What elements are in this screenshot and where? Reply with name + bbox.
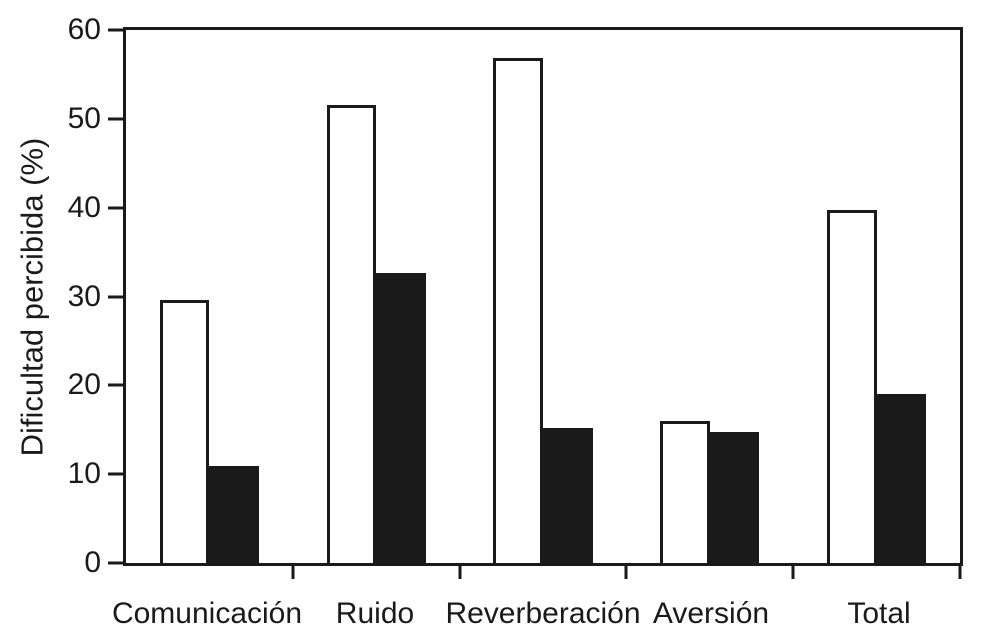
x-tick-mark <box>458 566 462 579</box>
bar-serie-negra <box>376 273 426 563</box>
y-axis-title-text: Dificultad percibida (%) <box>14 137 50 456</box>
y-tick-label: 30 <box>67 279 101 313</box>
y-axis-title: Dificultad percibida (%) <box>0 27 64 566</box>
x-tick-mark <box>958 566 962 579</box>
x-category-label: Aversión <box>652 597 770 630</box>
x-tick-mark <box>791 566 795 579</box>
y-tick-label: 20 <box>67 368 101 402</box>
y-tick-mark <box>108 206 123 210</box>
bar-serie-blanca <box>660 420 710 563</box>
plot-area: 0 10 20 30 40 50 60 <box>68 15 963 579</box>
y-tick-label: 50 <box>67 101 101 135</box>
x-category-label: Ruido <box>335 597 415 630</box>
y-tick-label: 40 <box>67 190 101 224</box>
x-category-label: Reverberación <box>445 597 641 630</box>
y-tick-mark <box>108 561 123 565</box>
bar-serie-negra <box>876 394 927 563</box>
bar-serie-blanca <box>159 300 210 563</box>
bar-serie-negra <box>209 466 259 563</box>
x-tick-mark <box>291 566 295 579</box>
x-axis-labels: Comunicación Ruido Reverberación Aversión To… <box>112 597 963 637</box>
x-category-label: Total <box>847 597 911 630</box>
bar-serie-blanca <box>326 104 377 563</box>
y-tick-mark <box>108 117 123 121</box>
y-tick-mark <box>108 472 123 476</box>
bar-serie-blanca <box>493 57 543 563</box>
y-tick-label: 0 <box>84 546 101 579</box>
y-tick-label: 60 <box>67 13 101 46</box>
y-tick-mark <box>108 295 123 298</box>
bar-serie-negra <box>709 431 760 563</box>
bar-serie-blanca <box>826 210 877 563</box>
y-tick-mark <box>108 383 123 387</box>
bar-serie-negra <box>543 427 593 563</box>
x-category-label: Comunicación <box>111 597 303 630</box>
y-tick-label: 10 <box>67 457 101 491</box>
x-tick-mark <box>624 566 628 579</box>
y-tick-mark <box>108 28 123 32</box>
